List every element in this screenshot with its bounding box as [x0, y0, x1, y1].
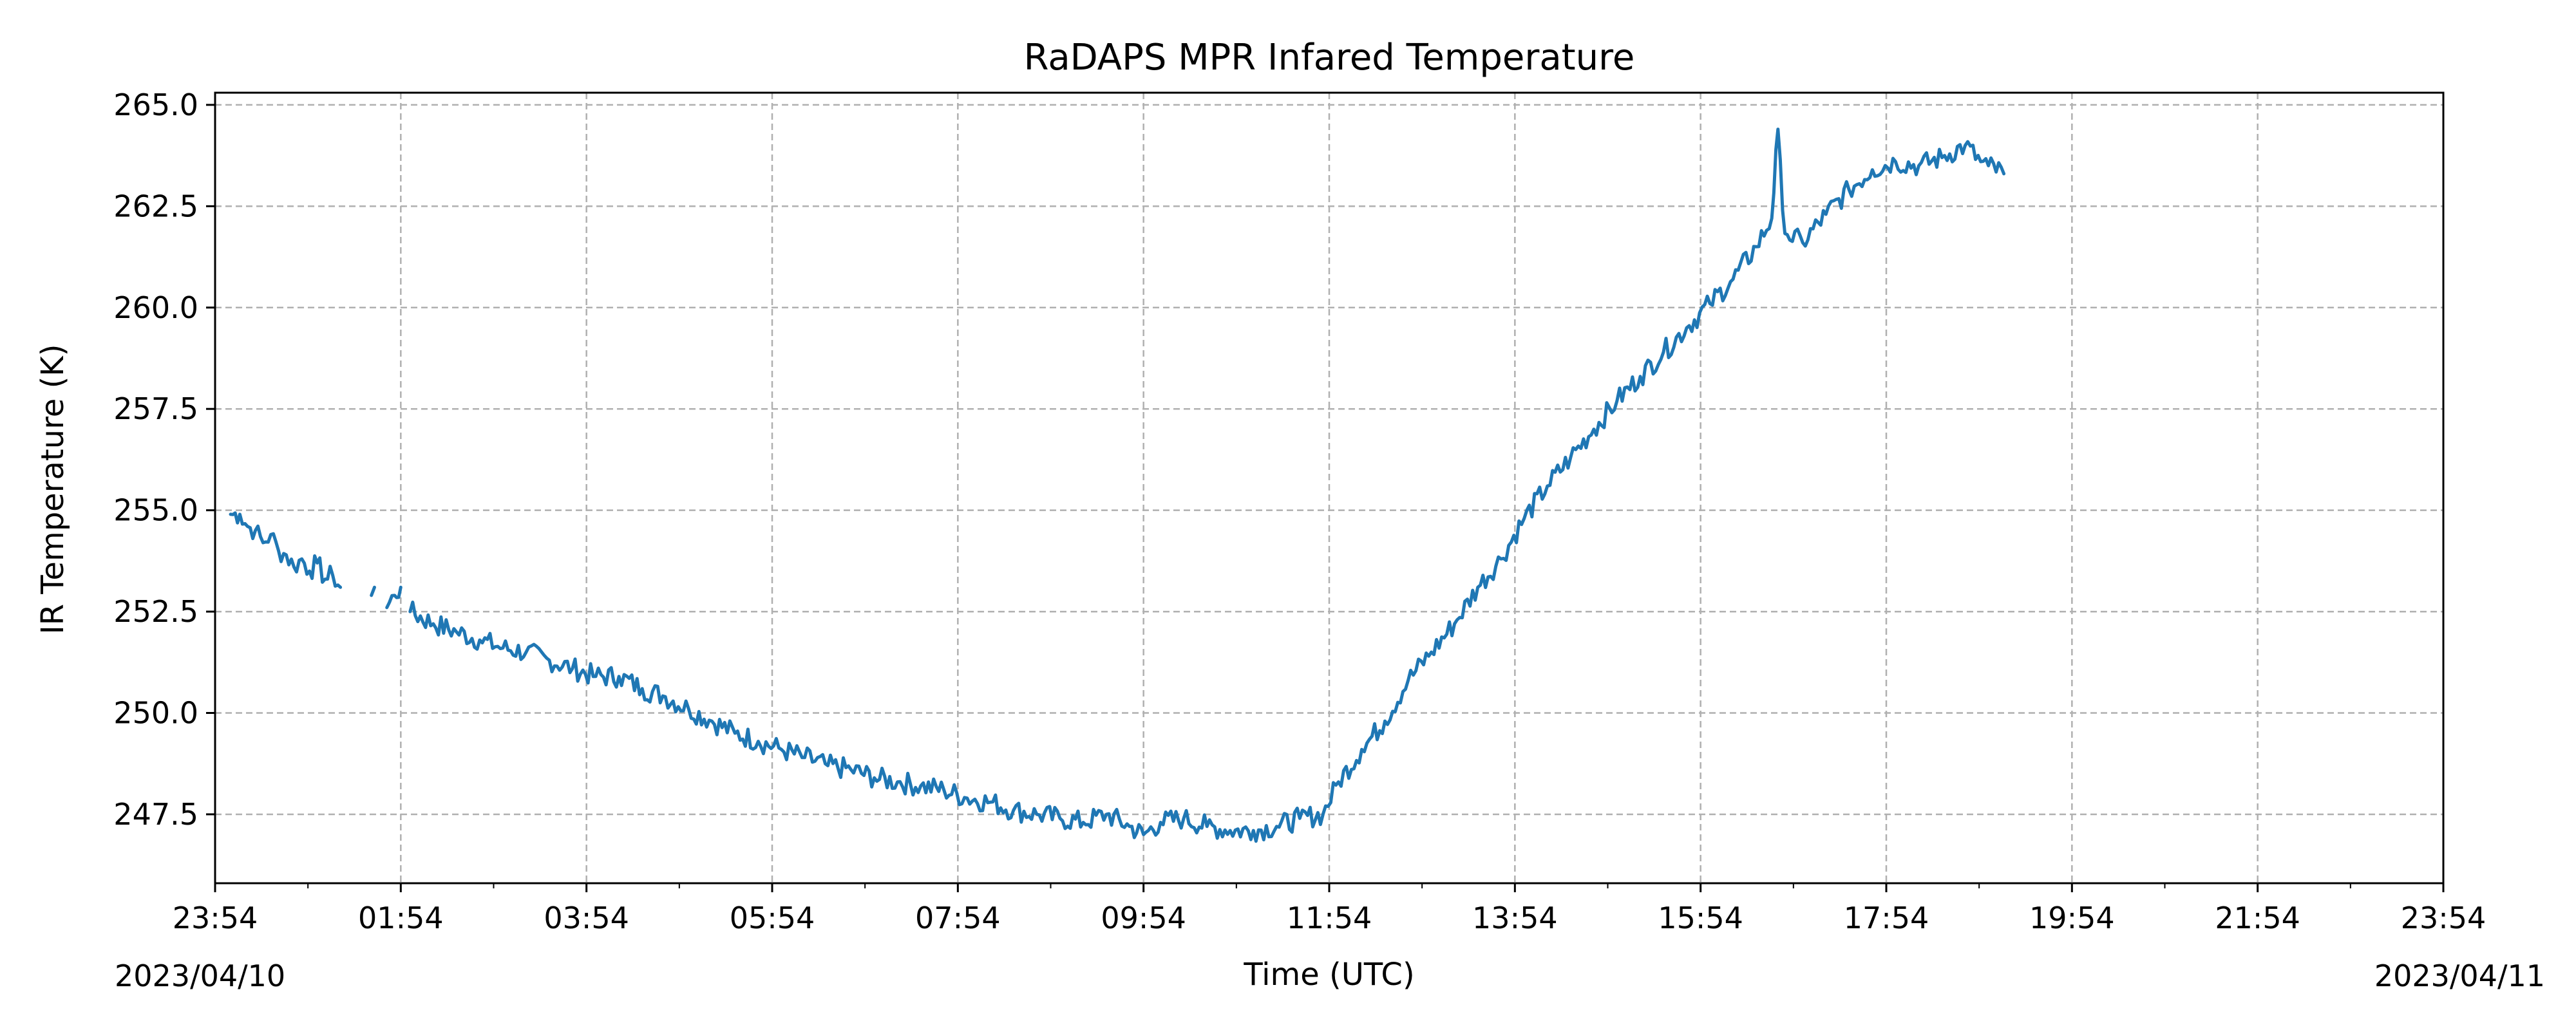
y-tick-label: 252.5: [113, 594, 198, 629]
y-tick-label: 260.0: [113, 290, 198, 325]
y-tick-label: 265.0: [113, 88, 198, 122]
x-tick-label: 01:54: [358, 901, 444, 935]
x-date-start-label: 2023/04/10: [115, 959, 285, 993]
data-series: [229, 127, 2006, 843]
x-tick-label: 05:54: [730, 901, 815, 935]
x-tick-label: 11:54: [1287, 901, 1372, 935]
x-date-end-label: 2023/04/11: [2374, 959, 2545, 993]
y-tick-label: 247.5: [113, 797, 198, 832]
series-line-segment-0: [229, 511, 343, 589]
y-tick-label: 250.0: [113, 696, 198, 731]
x-tick-label: 21:54: [2215, 901, 2300, 935]
axis-ticks: [206, 104, 2445, 892]
x-tick-label: 23:54: [2401, 901, 2486, 935]
y-tick-label: 257.5: [113, 391, 198, 426]
x-tick-label: 23:54: [173, 901, 258, 935]
x-tick-label: 13:54: [1472, 901, 1558, 935]
y-tick-label: 262.5: [113, 189, 198, 223]
series-line-segment-2: [385, 585, 402, 610]
tick-labels: 23:54 01:54 03:54 05:54 07:54 09:54 11:54 13:54…: [113, 88, 2486, 935]
chart-title: RaDAPS MPR Infared Temperature: [1024, 37, 1635, 79]
series-line-segment-3: [408, 127, 2006, 843]
x-tick-label: 15:54: [1658, 901, 1743, 935]
x-tick-label: 09:54: [1101, 901, 1186, 935]
y-axis-label: IR Temperature (K): [35, 344, 71, 634]
x-tick-label: 03:54: [544, 901, 629, 935]
x-tick-label: 17:54: [1844, 901, 1929, 935]
x-tick-label: 19:54: [2029, 901, 2115, 935]
series-line-segment-1: [370, 585, 376, 597]
grid-lines: [215, 93, 2443, 883]
x-axis-label: Time (UTC): [1243, 957, 1414, 993]
x-tick-label: 07:54: [915, 901, 1001, 935]
y-tick-label: 255.0: [113, 493, 198, 528]
